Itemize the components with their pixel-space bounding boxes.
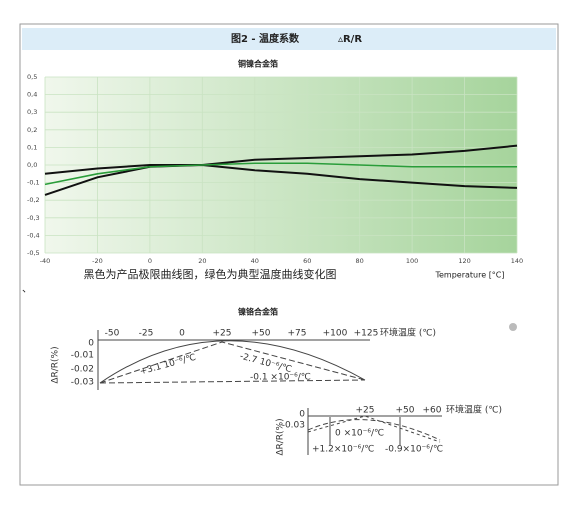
diagram-x-tick: +25 bbox=[356, 406, 375, 416]
diagram-annotation: -0.1 ×10⁻⁶/℃ bbox=[250, 373, 311, 383]
x-tick-label: 40 bbox=[251, 257, 259, 265]
diagram-y-label: ΔR/R(%) bbox=[276, 418, 286, 455]
header-bar bbox=[22, 28, 556, 50]
x-tick-label: 100 bbox=[406, 257, 418, 265]
x-tick-label: -20 bbox=[92, 257, 103, 265]
y-tick-label: 0,2 bbox=[27, 126, 37, 134]
diagram-y-label: ΔR/R(%) bbox=[51, 346, 61, 383]
x-tick-label: -40 bbox=[40, 257, 51, 265]
icon bbox=[509, 323, 517, 331]
data-line bbox=[44, 162, 517, 186]
diagram-y-tick: -0.01 bbox=[71, 351, 94, 361]
x-tick-label: 0 bbox=[148, 257, 152, 265]
diagram-x-tick: +60 bbox=[423, 406, 442, 416]
y-tick-label: -0,5 bbox=[27, 249, 40, 257]
y-tick-label: 0,0 bbox=[27, 161, 37, 169]
diagram-axis-label: 环境温度 (℃) bbox=[380, 327, 436, 339]
y-tick-label: -0,1 bbox=[27, 179, 40, 187]
diagram-y-tick: -0.02 bbox=[71, 365, 94, 375]
diagram-y-tick: -0.03 bbox=[282, 421, 305, 431]
x-tick-label: 80 bbox=[356, 257, 364, 265]
diagram-lines bbox=[97, 330, 442, 455]
data-line bbox=[44, 163, 518, 196]
diagram-x-tick: +75 bbox=[288, 329, 307, 339]
x-tick-label: 60 bbox=[303, 257, 311, 265]
stray-mark: 、 bbox=[22, 284, 32, 295]
diagram-annotation: -0.9×10⁻⁶/℃ bbox=[385, 445, 443, 455]
header-symbol: ▵R/R bbox=[338, 34, 362, 45]
x-tick-label: 20 bbox=[198, 257, 206, 265]
x-tick-label: 140 bbox=[511, 257, 523, 265]
diagram-x-tick: 0 bbox=[179, 329, 185, 339]
y-tick-label: 0,1 bbox=[27, 143, 37, 151]
diagram-x-tick: -25 bbox=[139, 329, 154, 339]
diagram-x-tick: +50 bbox=[396, 406, 415, 416]
diagram-annotation: +1.2×10⁻⁶/℃ bbox=[312, 445, 374, 455]
diagram-x-tick: +50 bbox=[252, 329, 271, 339]
diagram-x-tick: -50 bbox=[105, 329, 120, 339]
y-tick-label: -0,4 bbox=[27, 231, 40, 239]
x-tick-label: 120 bbox=[458, 257, 470, 265]
header-title: 图2 - 温度系数 bbox=[231, 32, 300, 45]
diagram-y-tick: 0 bbox=[88, 339, 94, 349]
diagram-x-tick: +100 bbox=[323, 329, 348, 339]
diagram-y-tick: 0 bbox=[299, 410, 305, 420]
diagram-x-tick: +25 bbox=[213, 329, 232, 339]
y-tick-label: 0,3 bbox=[27, 108, 37, 116]
y-tick-label: 0,5 bbox=[27, 73, 37, 81]
diagram-x-tick: +125 bbox=[354, 329, 379, 339]
y-tick-label: 0,4 bbox=[27, 91, 37, 99]
x-axis-label: Temperature [°C] bbox=[434, 271, 504, 280]
y-tick-label: -0,3 bbox=[27, 214, 40, 222]
chart-caption: 黑色为产品极限曲线图，绿色为典型温度曲线变化图 bbox=[84, 267, 337, 281]
diagram-y-tick: -0.03 bbox=[71, 378, 94, 388]
diagram-title: 镍铬合金箔 bbox=[238, 307, 278, 317]
diagram-annotation: 0 ×10⁻⁶/℃ bbox=[335, 429, 384, 439]
chart-title: 铜镍合金箔 bbox=[238, 59, 278, 69]
diagram-axis-label: 环境温度 (℃) bbox=[446, 404, 502, 416]
y-tick-label: -0,2 bbox=[27, 196, 40, 204]
data-line bbox=[44, 144, 518, 175]
